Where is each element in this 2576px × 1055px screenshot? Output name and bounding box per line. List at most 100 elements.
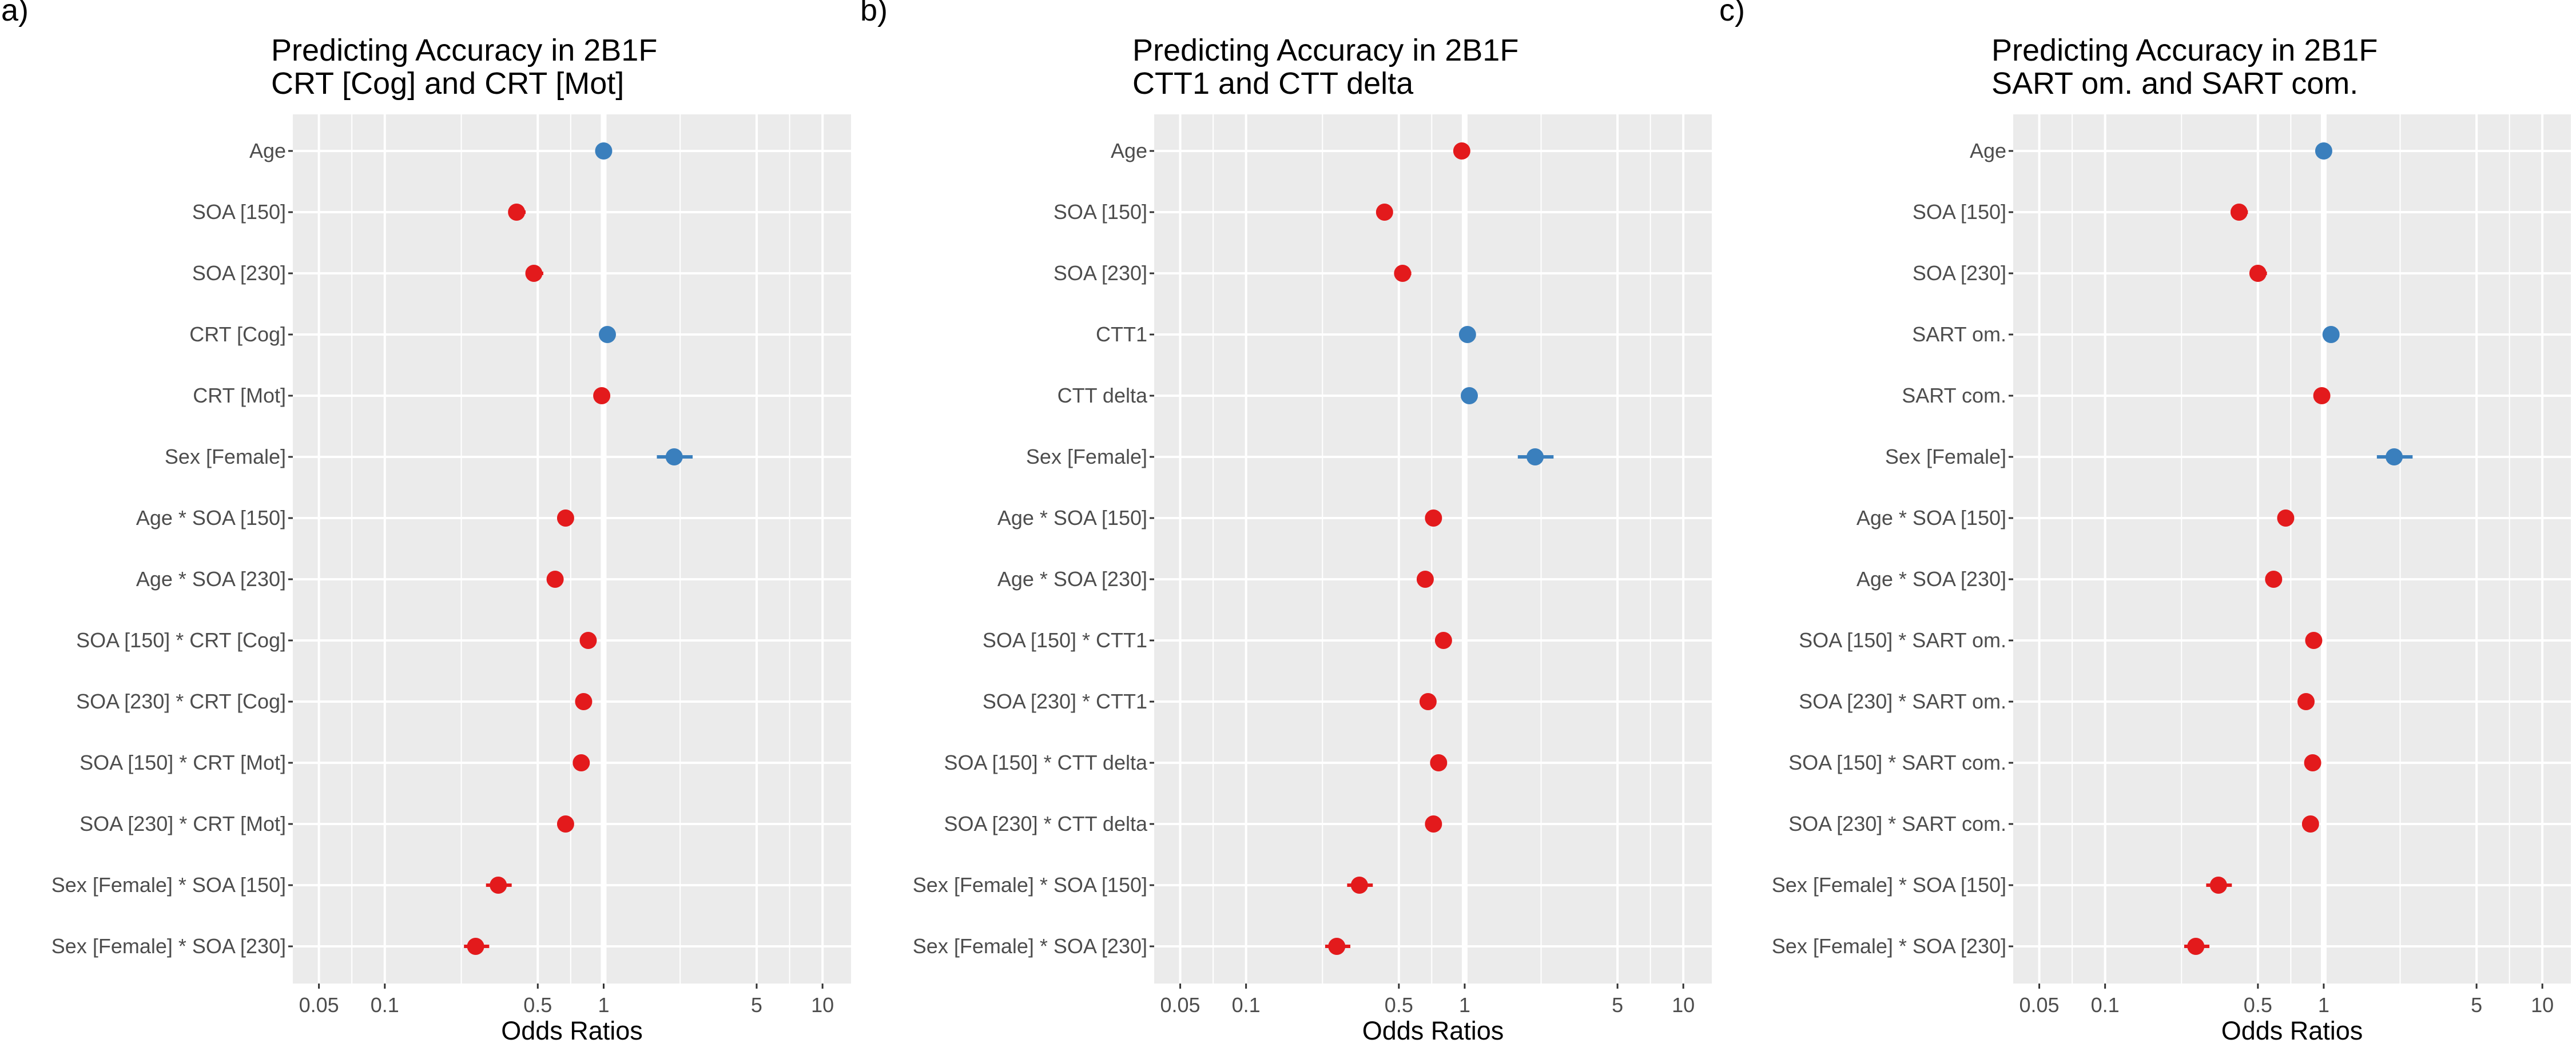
- row-label: SOA [230] * CTT delta: [944, 812, 1147, 835]
- row-label: SOA [230]: [1913, 261, 2006, 285]
- row-label: SART om.: [1912, 323, 2006, 346]
- x-tick-label: 0.5: [523, 993, 552, 1017]
- odds-ratio-point: [573, 754, 590, 771]
- odds-ratio-point: [2322, 326, 2340, 343]
- row-label: Sex [Female]: [165, 445, 286, 468]
- odds-ratio-point: [508, 204, 526, 221]
- x-tick-label: 0.05: [299, 993, 339, 1017]
- chart-title: Predicting Accuracy in 2B1F: [271, 33, 657, 67]
- row-label: Sex [Female] * SOA [150]: [1772, 873, 2006, 897]
- row-label: SOA [230] * CTT1: [983, 690, 1147, 713]
- odds-ratio-point: [2249, 265, 2267, 282]
- odds-ratio-point: [2277, 509, 2295, 527]
- odds-ratio-point: [2305, 632, 2323, 649]
- chart-title: Predicting Accuracy in 2B1F: [1991, 33, 2378, 67]
- odds-ratio-point: [598, 326, 616, 343]
- row-label: SOA [150]: [1054, 200, 1147, 224]
- odds-ratio-point: [490, 877, 507, 894]
- odds-ratio-point: [2297, 693, 2315, 710]
- row-label: Sex [Female]: [1026, 445, 1147, 468]
- panel-c: Age SOA [150] SOA [230] SART om. SART com. Se…: [1719, 0, 2571, 1045]
- x-tick-label: 10: [2531, 993, 2554, 1017]
- x-tick-label: 1: [598, 993, 609, 1017]
- odds-ratio-point: [1461, 387, 1478, 404]
- row-label: SART com.: [1902, 384, 2006, 407]
- odds-ratio-point: [1425, 815, 1442, 833]
- odds-ratio-point: [579, 632, 597, 649]
- x-tick-label: 0.5: [1385, 993, 1413, 1017]
- odds-ratio-point: [1350, 877, 1368, 894]
- row-label: Age * SOA [230]: [1857, 567, 2006, 591]
- x-tick-label: 1: [2318, 993, 2329, 1017]
- odds-ratio-point: [1394, 265, 1412, 282]
- odds-ratio-point: [593, 387, 611, 404]
- row-label: SOA [230]: [1054, 261, 1147, 285]
- odds-ratio-point: [2386, 448, 2403, 465]
- x-tick-label: 5: [1612, 993, 1623, 1017]
- row-label: CRT [Cog]: [189, 323, 286, 346]
- x-axis-title: Odds Ratios: [2221, 1016, 2363, 1045]
- odds-ratio-point: [1328, 938, 1346, 955]
- row-label: CRT [Mot]: [193, 384, 286, 407]
- odds-ratio-point: [575, 693, 593, 710]
- odds-ratio-point: [1425, 509, 1442, 527]
- row-label: SOA [230] * CRT [Cog]: [76, 690, 286, 713]
- plot-background: [1154, 114, 1712, 984]
- odds-ratio-point: [1416, 571, 1434, 588]
- x-tick-label: 10: [1672, 993, 1695, 1017]
- odds-ratio-point: [2265, 571, 2283, 588]
- row-label: Sex [Female] * SOA [150]: [913, 873, 1147, 897]
- row-label: Age * SOA [150]: [1857, 506, 2006, 530]
- row-label: CTT delta: [1058, 384, 1148, 407]
- panel-letter: b): [860, 0, 888, 27]
- x-tick-label: 0.5: [2244, 993, 2272, 1017]
- odds-ratio-point: [2230, 204, 2248, 221]
- x-tick-label: 0.05: [1160, 993, 1200, 1017]
- row-label: Sex [Female] * SOA [230]: [1772, 934, 2006, 958]
- row-label: SOA [150]: [192, 200, 286, 224]
- plot-background: [293, 114, 851, 984]
- row-label: SOA [230] * CRT [Mot]: [79, 812, 286, 835]
- odds-ratio-point: [2301, 815, 2319, 833]
- row-label: SOA [150] * CTT1: [983, 628, 1147, 652]
- row-label: SOA [230] * SART om.: [1799, 690, 2006, 713]
- row-label: SOA [150] * CTT delta: [944, 751, 1147, 774]
- panel-letter: a): [1, 0, 29, 27]
- odds-ratio-point: [595, 142, 613, 160]
- chart-subtitle: CRT [Cog] and CRT [Mot]: [271, 66, 624, 101]
- odds-ratio-point: [2187, 938, 2205, 955]
- row-label: SOA [150] * SART om.: [1799, 628, 2006, 652]
- odds-ratio-point: [665, 448, 683, 465]
- row-label: Age * SOA [150]: [997, 506, 1147, 530]
- row-label: Sex [Female] * SOA [150]: [51, 873, 286, 897]
- row-label: Age * SOA [230]: [997, 567, 1147, 591]
- row-label: Sex [Female]: [1885, 445, 2006, 468]
- odds-ratio-point: [1419, 693, 1437, 710]
- row-label: Age * SOA [150]: [136, 506, 286, 530]
- odds-ratio-point: [556, 509, 574, 527]
- x-axis-title: Odds Ratios: [501, 1016, 643, 1045]
- odds-ratio-point: [1434, 632, 1452, 649]
- x-tick-label: 0.1: [371, 993, 399, 1017]
- odds-ratio-point: [525, 265, 543, 282]
- row-label: Age: [1111, 139, 1147, 162]
- panel-b: Age SOA [150] SOA [230] CTT1 CTT delta Sex [F…: [860, 0, 1712, 1045]
- row-label: SOA [230]: [192, 261, 286, 285]
- row-label: SOA [150] * CRT [Cog]: [76, 628, 286, 652]
- odds-ratio-point: [2313, 387, 2331, 404]
- x-tick-label: 0.1: [2091, 993, 2120, 1017]
- odds-ratio-point: [1453, 142, 1470, 160]
- row-label: Age * SOA [230]: [136, 567, 286, 591]
- x-tick-label: 0.05: [2020, 993, 2060, 1017]
- row-label: Age: [249, 139, 286, 162]
- x-tick-label: 1: [1459, 993, 1470, 1017]
- chart-subtitle: SART om. and SART com.: [1991, 66, 2358, 101]
- odds-ratio-point: [2209, 877, 2227, 894]
- row-label: Sex [Female] * SOA [230]: [913, 934, 1147, 958]
- row-label: SOA [150]: [1913, 200, 2006, 224]
- x-axis-title: Odds Ratios: [1362, 1016, 1504, 1045]
- x-tick-label: 5: [2471, 993, 2482, 1017]
- odds-ratio-point: [467, 938, 484, 955]
- plot-background: [2013, 114, 2571, 984]
- x-tick-label: 0.1: [1232, 993, 1261, 1017]
